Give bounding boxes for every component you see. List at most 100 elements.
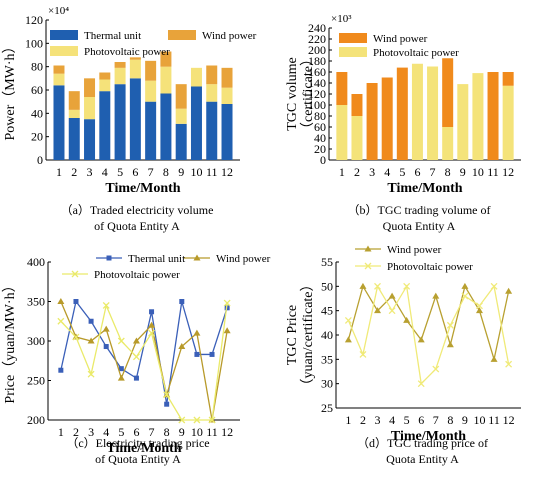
point-marker: [388, 292, 396, 299]
x-tick-label: 2: [71, 165, 77, 179]
point-marker: [374, 307, 382, 314]
point-marker: [58, 367, 64, 373]
bar-photovoltaic-power: [502, 85, 514, 160]
y-tick-label: 0: [320, 153, 326, 167]
y-tick-label: 140: [308, 76, 326, 90]
bar-photovoltaic-power: [206, 84, 218, 102]
bar-wind-power: [442, 58, 454, 127]
point-marker: [163, 391, 171, 399]
bar-photovoltaic-power: [84, 97, 96, 120]
series-line-thermal-unit: [60, 299, 228, 405]
chart-caption: of Quota Entity A: [94, 219, 180, 233]
y-tick-label: 20: [31, 130, 43, 144]
bar-photovoltaic-power: [114, 67, 126, 85]
bar-thermal-unit: [175, 123, 187, 160]
legend-swatch: [168, 30, 196, 40]
point-marker: [344, 316, 352, 324]
point-marker: [149, 309, 155, 315]
legend-label: Wind power: [387, 244, 442, 256]
x-tick-label: 12: [502, 165, 514, 179]
y-tick-label: 60: [314, 120, 326, 134]
y-tick-label: 25: [321, 401, 333, 415]
point-marker: [505, 287, 513, 294]
bar-wind-power: [129, 57, 141, 60]
point-marker: [132, 337, 140, 344]
point-marker: [118, 366, 124, 372]
bar-photovoltaic-power: [336, 105, 348, 160]
x-tick-label: 1: [345, 413, 351, 427]
chart-caption: Quota Entity A: [386, 452, 459, 466]
legend-swatch: [50, 30, 78, 40]
point-marker: [403, 316, 411, 323]
bar-thermal-unit: [145, 101, 157, 160]
x-axis-label: Time/Month: [391, 429, 466, 444]
bar-wind-power: [396, 67, 408, 160]
chart-caption: （c）Electricity trading price: [66, 436, 209, 450]
chart-caption: of Quota Entity A: [95, 452, 181, 466]
x-tick-label: 8: [445, 165, 451, 179]
bar-wind-power: [381, 77, 393, 160]
y-tick-label: 250: [27, 374, 45, 388]
point-marker: [148, 321, 156, 328]
bar-thermal-unit: [68, 118, 80, 160]
y-tick-label: 160: [308, 65, 326, 79]
y-tick-label: 40: [31, 106, 43, 120]
chart-caption: Quota Entity A: [383, 219, 456, 233]
x-tick-label: 9: [178, 165, 184, 179]
bar-thermal-unit: [84, 119, 96, 160]
point-marker: [403, 282, 411, 290]
x-tick-label: 6: [133, 425, 139, 439]
x-tick-label: 6: [132, 165, 138, 179]
legend-label: Photovoltaic power: [84, 46, 170, 58]
x-tick-label: 10: [191, 425, 203, 439]
point-marker: [179, 299, 185, 304]
x-tick-label: 6: [418, 413, 424, 427]
point-marker: [132, 353, 140, 361]
point-marker: [148, 329, 156, 337]
legend-marker: [71, 270, 79, 278]
point-marker: [193, 416, 201, 424]
x-tick-label: 4: [103, 425, 109, 439]
bar-thermal-unit: [190, 86, 202, 160]
x-tick-label: 12: [503, 413, 515, 427]
x-tick-label: 8: [447, 413, 453, 427]
y-tick-label: 20: [314, 142, 326, 156]
point-marker: [417, 336, 425, 343]
point-marker: [72, 333, 80, 341]
bar-photovoltaic-power: [457, 84, 469, 160]
bar-wind-power: [68, 91, 80, 110]
y-tick-label: 55: [321, 255, 333, 269]
x-tick-label: 10: [190, 165, 202, 179]
x-tick-label: 7: [430, 165, 436, 179]
bar-wind-power: [366, 83, 378, 160]
legend-marker: [193, 254, 201, 261]
x-tick-label: 1: [56, 165, 62, 179]
y-tick-label: 200: [308, 43, 326, 57]
bar-wind-power: [84, 78, 96, 97]
bar-wind-power: [145, 60, 157, 81]
scale-label: ×10³: [331, 13, 352, 25]
x-tick-label: 3: [88, 425, 94, 439]
series-line-wind-power: [60, 301, 228, 421]
legend-label: Wind power: [202, 30, 257, 42]
y-tick-label: 100: [308, 98, 326, 112]
x-tick-label: 2: [73, 425, 79, 439]
point-marker: [446, 341, 454, 348]
chart-caption: （d）TGC trading price of: [357, 436, 488, 450]
bar-photovoltaic-power: [68, 109, 80, 118]
point-marker: [432, 365, 440, 373]
bar-thermal-unit: [114, 84, 126, 160]
x-tick-label: 8: [164, 425, 170, 439]
bar-wind-power: [160, 51, 172, 67]
y-tick-label: 300: [27, 334, 45, 348]
bar-thermal-unit: [99, 91, 111, 160]
point-marker: [178, 343, 186, 350]
point-marker: [133, 375, 139, 381]
bar-photovoltaic-power: [411, 63, 423, 160]
y-tick-label: 120: [25, 13, 43, 27]
bar-wind-power: [336, 72, 348, 105]
series-line-wind-power: [347, 284, 510, 360]
